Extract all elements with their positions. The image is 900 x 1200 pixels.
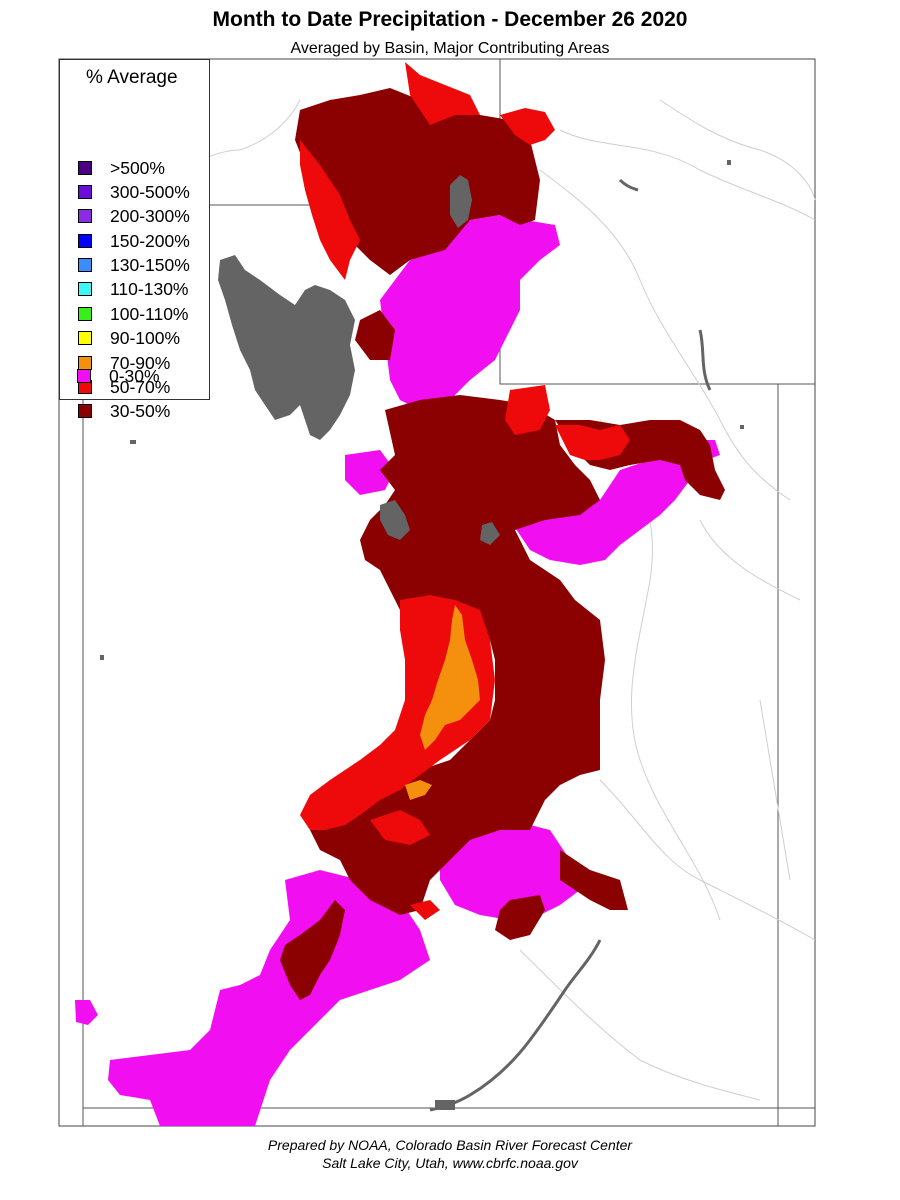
- legend-swatch: [78, 209, 92, 223]
- rivers: [179, 99, 816, 1101]
- lake-powell: [429, 178, 712, 1112]
- legend-label: 110-130%: [110, 278, 189, 299]
- legend-label: 300-500%: [110, 181, 190, 202]
- legend-swatch: [78, 258, 92, 272]
- credit-line-1: Prepared by NOAA, Colorado Basin River F…: [267, 1137, 633, 1153]
- legend-swatch: [78, 404, 92, 418]
- legend-label: 130-150%: [110, 254, 190, 275]
- legend-swatch: [78, 331, 92, 345]
- legend-item: 70-90%: [78, 352, 170, 374]
- legend-label: 90-100%: [110, 327, 181, 348]
- legend-label: 0-30%: [109, 365, 160, 386]
- legend-label: 50-70%: [110, 376, 171, 397]
- legend-item: 0-30%: [77, 365, 160, 387]
- legend-item: 110-130%: [78, 278, 189, 300]
- legend-item: 30-50%: [78, 400, 170, 422]
- legend-item: 300-500%: [78, 181, 190, 203]
- water-bodies: [218, 175, 500, 545]
- legend-swatch: [77, 369, 91, 383]
- legend-label: 200-300%: [110, 205, 190, 226]
- legend-label: 150-200%: [110, 230, 190, 251]
- legend: % Average >500% 300-500% 200-300% 150-20…: [59, 59, 210, 421]
- precip-0-30: [75, 215, 720, 1126]
- legend-item: 200-300%: [78, 205, 190, 227]
- legend-label: 100-110%: [110, 303, 189, 324]
- legend-swatch: [78, 307, 92, 321]
- legend-label: 70-90%: [110, 352, 171, 373]
- legend-item: 150-200%: [78, 230, 190, 252]
- legend-swatch: [78, 185, 92, 199]
- legend-swatch: [78, 161, 92, 175]
- legend-item: 100-110%: [78, 303, 189, 325]
- legend-swatch: [78, 282, 92, 296]
- map-title: Month to Date Precipitation - December 2…: [212, 8, 688, 31]
- map-subtitle: Averaged by Basin, Major Contributing Ar…: [290, 40, 610, 57]
- map-frame: [58, 58, 816, 1127]
- credit-line-2: Salt Lake City, Utah, www.cbrfc.noaa.gov: [322, 1155, 578, 1171]
- precip-50-70: [300, 62, 630, 920]
- legend-label: 30-50%: [110, 400, 171, 421]
- small-lakes: [100, 160, 744, 1110]
- legend-label: >500%: [110, 157, 165, 178]
- legend-title: % Average: [86, 67, 178, 88]
- legend-item: 130-150%: [78, 254, 190, 276]
- legend-item: >500%: [78, 157, 165, 179]
- precip-70-90: [405, 605, 480, 800]
- legend-item: 90-100%: [78, 327, 180, 349]
- legend-swatch: [78, 234, 92, 248]
